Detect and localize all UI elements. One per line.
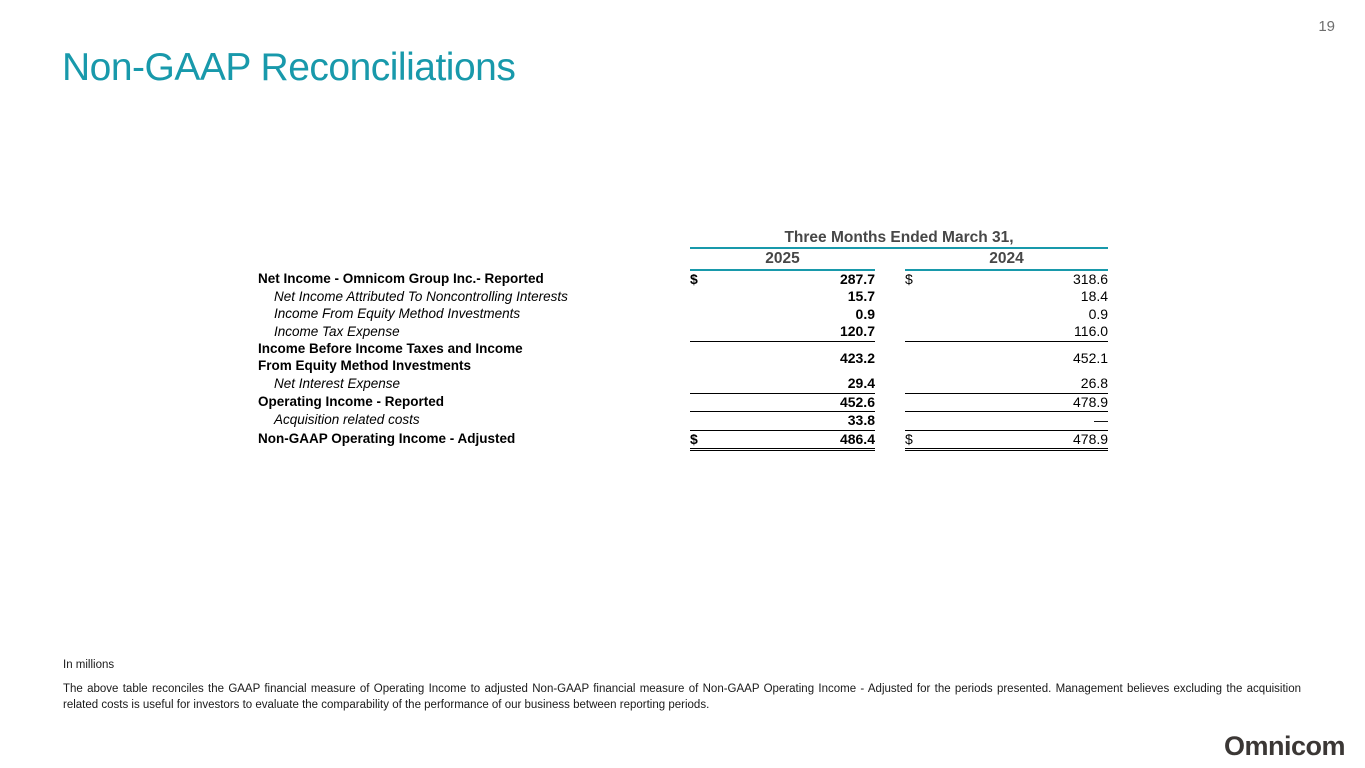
value-2024: 116.0 xyxy=(927,323,1109,342)
table-row: Acquisition related costs 33.8 — xyxy=(258,411,1109,431)
value-2025: 29.4 xyxy=(712,375,875,394)
units-note: In millions xyxy=(63,659,115,671)
dollar-sign-2025: $ xyxy=(690,270,698,287)
page-number: 19 xyxy=(1318,18,1335,35)
dollar-sign-2024 xyxy=(905,375,927,394)
column-gap xyxy=(875,430,905,450)
header-spacer xyxy=(258,248,690,269)
column-gap xyxy=(875,288,905,306)
value-2024: 478.9 xyxy=(927,393,1109,412)
row-label: Acquisition related costs xyxy=(274,412,420,428)
reconciliation-table-wrapper: Three Months Ended March 31, 2025 2024 N… xyxy=(258,228,1109,451)
value-2025: 486.4 xyxy=(712,430,875,451)
value-2024: 18.4 xyxy=(1080,288,1109,305)
table-row: Operating Income - Reported 452.6 478.9 xyxy=(258,393,1109,412)
dollar-sign-2025 xyxy=(690,393,712,412)
dollar-sign-2025 xyxy=(690,375,712,394)
dollar-sign-2025 xyxy=(690,341,712,375)
row-label: Net Income Attributed To Noncontrolling … xyxy=(274,288,568,304)
dollar-sign-2025 xyxy=(690,306,712,324)
value-2024: 318.6 xyxy=(1073,270,1109,287)
value-2025: 287.7 xyxy=(839,270,875,287)
reconciliation-table: Three Months Ended March 31, 2025 2024 N… xyxy=(258,228,1109,451)
dollar-sign-2024 xyxy=(905,288,927,306)
value-2025: 120.7 xyxy=(712,323,875,342)
value-2025: 423.2 xyxy=(839,349,875,366)
value-2025: 0.9 xyxy=(855,305,875,322)
header-spacer xyxy=(258,228,690,248)
omnicom-logo: Omnicom xyxy=(1223,731,1346,761)
dollar-sign-2025: $ xyxy=(690,430,712,451)
column-gap xyxy=(875,270,905,289)
dollar-sign-2024 xyxy=(905,341,927,375)
column-gap xyxy=(875,412,905,431)
dollar-sign-2025 xyxy=(690,323,712,342)
column-gap xyxy=(875,248,905,269)
dollar-sign-2024 xyxy=(905,411,927,431)
row-label: Income Tax Expense xyxy=(274,323,400,339)
column-header-2024: 2024 xyxy=(905,248,1109,271)
value-2024: 26.8 xyxy=(927,375,1109,394)
row-label: Operating Income - Reported xyxy=(258,393,445,409)
column-gap xyxy=(875,375,905,393)
dollar-sign-2024 xyxy=(905,323,927,342)
column-gap xyxy=(875,393,905,412)
column-header-2025: 2025 xyxy=(690,248,875,271)
table-row: Income Tax Expense 120.7 116.0 xyxy=(258,323,1109,342)
table-row: Income From Equity Method Investments 0.… xyxy=(258,306,1108,324)
column-gap xyxy=(875,341,905,375)
dollar-sign-2024: $ xyxy=(905,270,913,287)
page-title: Non-GAAP Reconciliations xyxy=(62,46,516,90)
column-gap xyxy=(875,323,905,341)
dollar-sign-2025 xyxy=(690,411,712,431)
year-header-row: 2025 2024 xyxy=(258,248,1109,271)
period-header: Three Months Ended March 31, xyxy=(690,228,1109,250)
period-header-row: Three Months Ended March 31, xyxy=(258,228,1109,250)
table-row: Net Income Attributed To Noncontrolling … xyxy=(258,288,1108,306)
dollar-sign-2024 xyxy=(905,393,927,412)
row-label: Non-GAAP Operating Income - Adjusted xyxy=(258,431,516,447)
dollar-sign-2024: $ xyxy=(905,430,927,451)
dollar-sign-2025 xyxy=(690,288,712,306)
footnote-description: The above table reconciles the GAAP fina… xyxy=(63,683,1301,712)
table-row: Non-GAAP Operating Income - Adjusted $ 4… xyxy=(258,430,1109,451)
table-row: Net Income - Omnicom Group Inc.- Reporte… xyxy=(258,270,1108,289)
dollar-sign-2024 xyxy=(905,306,927,324)
value-2024: 478.9 xyxy=(927,430,1109,451)
row-label: Net Interest Expense xyxy=(274,375,401,391)
column-gap xyxy=(875,306,905,324)
value-2024: 0.9 xyxy=(1088,305,1109,322)
value-2025: 15.7 xyxy=(847,288,875,305)
row-label: Income Before Income Taxes and Income Fr… xyxy=(258,341,523,374)
table-row: Income Before Income Taxes and Income Fr… xyxy=(258,341,1108,375)
value-2025: 33.8 xyxy=(712,411,875,431)
value-2024: 452.1 xyxy=(1073,349,1109,366)
table-row: Net Interest Expense 29.4 26.8 xyxy=(258,375,1109,394)
row-label: Income From Equity Method Investments xyxy=(274,306,521,322)
row-label: Net Income - Omnicom Group Inc.- Reporte… xyxy=(258,270,544,286)
value-2024: — xyxy=(927,411,1109,431)
value-2025: 452.6 xyxy=(712,393,875,412)
